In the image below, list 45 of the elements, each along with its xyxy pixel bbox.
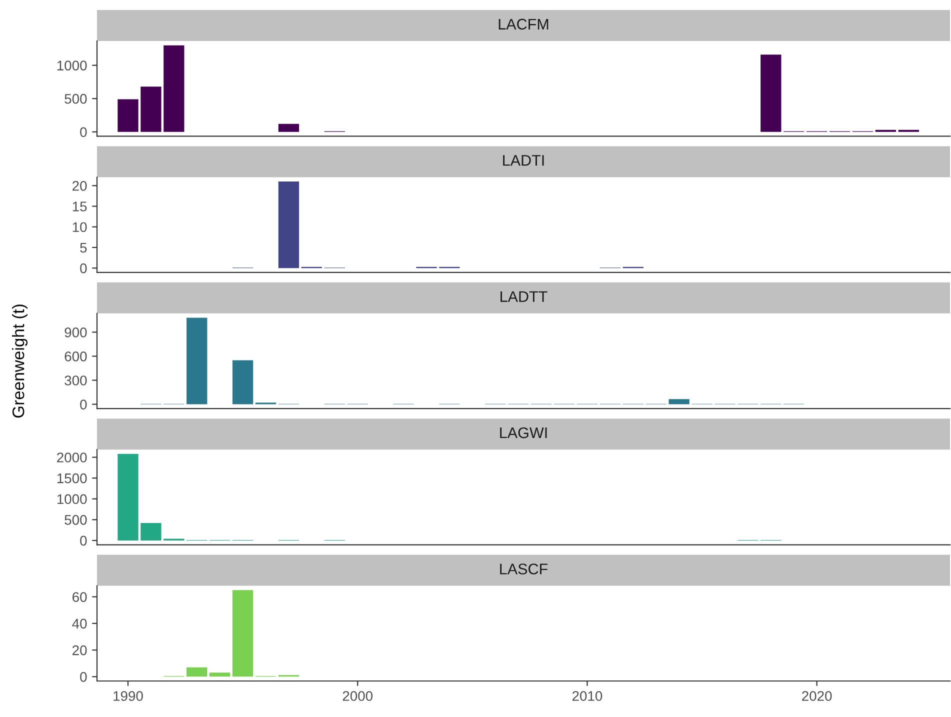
y-tick-label: 60 <box>72 592 87 602</box>
y-tick-label: 0 <box>80 127 87 138</box>
bar <box>118 99 138 132</box>
bar <box>140 522 162 540</box>
bar <box>668 399 690 404</box>
bar <box>232 590 254 677</box>
x-tick-label: 2020 <box>802 691 832 701</box>
y-tick-label: 600 <box>64 352 87 362</box>
y-tick-label: 10 <box>72 222 87 232</box>
bar <box>164 45 184 132</box>
y-tick-label: 15 <box>72 202 87 212</box>
y-tick-label: 2000 <box>57 452 87 462</box>
bar <box>232 360 254 404</box>
bar <box>118 454 138 540</box>
y-axis-title: Greenweight (t) <box>12 304 28 418</box>
chart-title: LADTI <box>503 155 544 166</box>
chart-title: LADTT <box>500 291 548 302</box>
y-tick-label: 5 <box>80 242 87 253</box>
y-tick-label: 500 <box>64 515 87 525</box>
y-tick-label: 900 <box>64 327 87 338</box>
bar <box>186 318 208 404</box>
y-tick-label: 300 <box>64 376 87 386</box>
y-tick-label: 0 <box>80 536 87 546</box>
y-tick-label: 40 <box>72 618 87 629</box>
y-tick-label: 1000 <box>57 60 87 70</box>
y-tick-label: 500 <box>64 94 87 104</box>
bar <box>278 182 300 268</box>
bar <box>186 667 208 677</box>
chart-title: LAGWI <box>500 427 547 438</box>
y-tick-label: 0 <box>80 400 87 410</box>
y-tick-label: 0 <box>80 263 87 274</box>
y-tick-label: 0 <box>80 672 87 682</box>
y-tick-label: 1500 <box>57 473 87 484</box>
bar <box>760 54 782 132</box>
bar <box>278 124 300 132</box>
y-tick-label: 1000 <box>57 494 87 504</box>
x-tick-label: 1990 <box>114 691 143 701</box>
y-tick-label: 20 <box>72 180 87 191</box>
bar <box>140 86 162 132</box>
chart-title: LACFM <box>498 18 548 30</box>
x-tick-label: 2010 <box>572 691 602 701</box>
y-tick-label: 20 <box>72 645 87 656</box>
chart-title: LASCF <box>500 564 548 574</box>
x-tick-label: 2000 <box>342 691 373 701</box>
bar <box>210 672 230 677</box>
